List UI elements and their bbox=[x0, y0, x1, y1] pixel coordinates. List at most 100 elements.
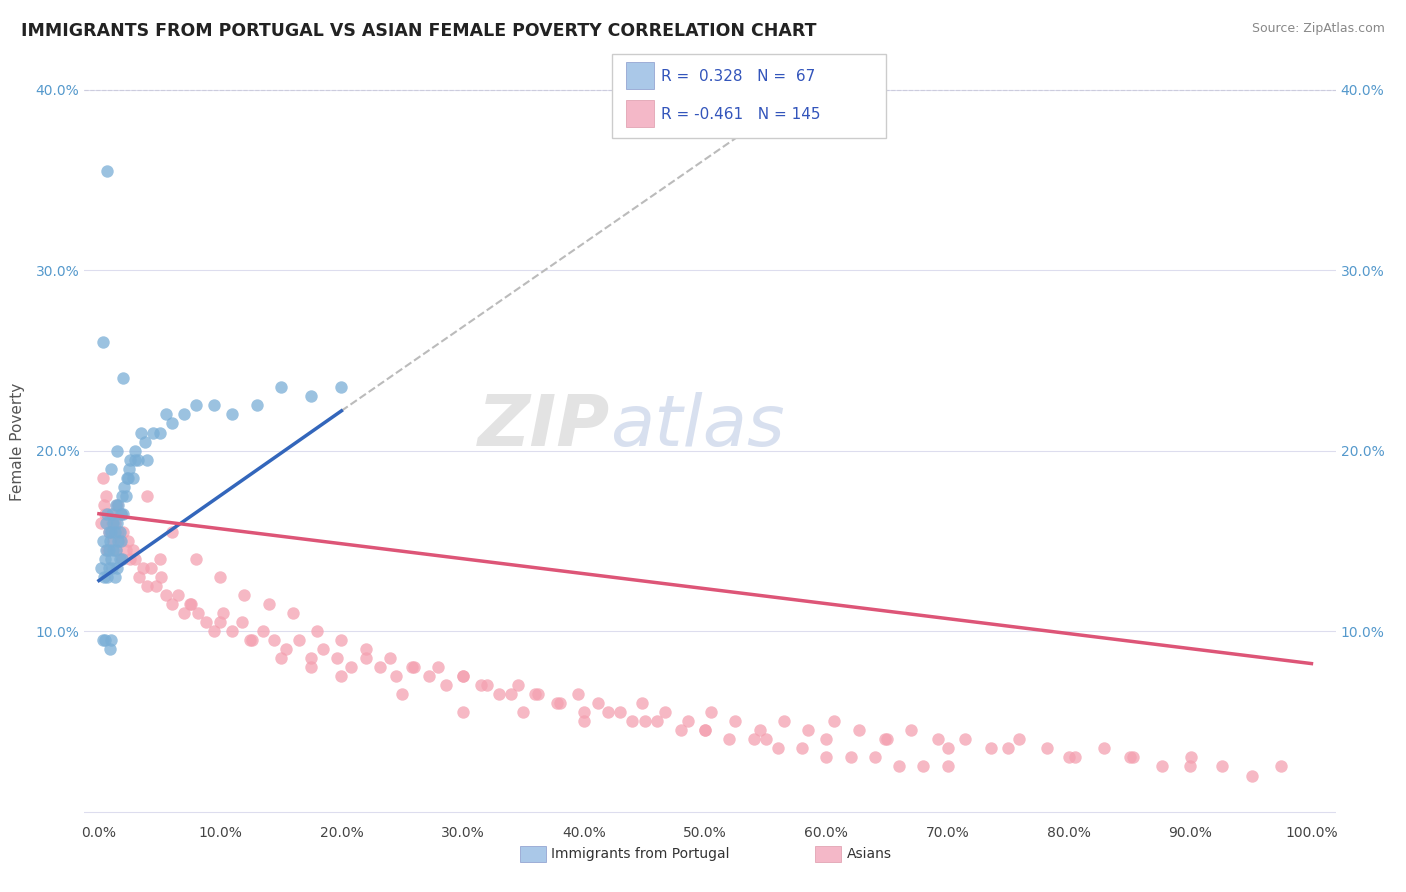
Point bbox=[1180, 759, 1202, 773]
Point bbox=[98, 507, 121, 521]
Point bbox=[1064, 750, 1087, 764]
Point bbox=[120, 452, 142, 467]
Point bbox=[912, 759, 935, 773]
Point bbox=[936, 759, 959, 773]
Point bbox=[104, 516, 127, 530]
Point bbox=[173, 606, 195, 620]
Point bbox=[105, 443, 128, 458]
Point bbox=[97, 542, 120, 557]
Point bbox=[131, 561, 153, 575]
Point bbox=[97, 524, 120, 539]
Point bbox=[724, 714, 747, 729]
Point bbox=[104, 542, 127, 557]
Point bbox=[100, 633, 122, 648]
Point bbox=[121, 542, 143, 557]
Point bbox=[340, 660, 363, 674]
Point bbox=[202, 399, 225, 413]
Point bbox=[718, 732, 741, 747]
Point bbox=[1270, 759, 1292, 773]
Point bbox=[121, 470, 143, 484]
Point bbox=[299, 389, 322, 403]
Point bbox=[120, 552, 142, 566]
Point bbox=[876, 732, 898, 747]
Point bbox=[98, 642, 121, 657]
Point bbox=[1180, 750, 1202, 764]
Point bbox=[748, 723, 770, 738]
Point bbox=[418, 669, 440, 683]
Point bbox=[221, 408, 243, 422]
Point bbox=[124, 552, 146, 566]
Point bbox=[155, 408, 177, 422]
Point bbox=[124, 443, 146, 458]
Point bbox=[110, 507, 132, 521]
Point bbox=[104, 524, 127, 539]
Point bbox=[1036, 741, 1059, 756]
Point bbox=[112, 371, 135, 385]
Point bbox=[239, 633, 262, 648]
Point bbox=[107, 498, 129, 512]
Point bbox=[103, 542, 125, 557]
Point bbox=[142, 425, 165, 440]
Point bbox=[270, 380, 292, 394]
Text: Immigrants from Portugal: Immigrants from Portugal bbox=[551, 847, 730, 861]
Point bbox=[100, 524, 122, 539]
Point bbox=[245, 399, 267, 413]
Point bbox=[180, 597, 202, 611]
Point bbox=[997, 741, 1019, 756]
Point bbox=[108, 524, 131, 539]
Text: ZIP: ZIP bbox=[478, 392, 610, 461]
Point bbox=[131, 425, 153, 440]
Point bbox=[792, 741, 814, 756]
Point bbox=[209, 615, 232, 629]
Point bbox=[501, 687, 523, 701]
Point bbox=[742, 732, 765, 747]
Point bbox=[91, 335, 114, 350]
Point bbox=[953, 732, 976, 747]
Point bbox=[149, 570, 172, 584]
Point bbox=[488, 687, 510, 701]
Point bbox=[110, 507, 132, 521]
Point bbox=[139, 561, 162, 575]
Point bbox=[1057, 750, 1080, 764]
Point bbox=[773, 714, 796, 729]
Point bbox=[104, 498, 127, 512]
Point bbox=[103, 516, 125, 530]
Point bbox=[676, 714, 699, 729]
Text: Asians: Asians bbox=[846, 847, 891, 861]
Point bbox=[274, 642, 297, 657]
Point bbox=[527, 687, 550, 701]
Point bbox=[427, 660, 450, 674]
Point bbox=[839, 750, 862, 764]
Point bbox=[508, 678, 530, 692]
Text: R =  0.328   N =  67: R = 0.328 N = 67 bbox=[661, 69, 815, 84]
Point bbox=[98, 533, 121, 548]
Point bbox=[299, 651, 322, 665]
Point bbox=[93, 570, 115, 584]
Point bbox=[645, 714, 668, 729]
Point bbox=[889, 759, 911, 773]
Point bbox=[101, 561, 124, 575]
Point bbox=[823, 714, 845, 729]
Point bbox=[184, 552, 207, 566]
Point bbox=[148, 552, 170, 566]
Point bbox=[101, 516, 124, 530]
Point bbox=[96, 507, 118, 521]
Point bbox=[111, 552, 134, 566]
Point bbox=[621, 714, 644, 729]
Point bbox=[936, 741, 959, 756]
Point bbox=[107, 533, 129, 548]
Point bbox=[117, 470, 139, 484]
Point bbox=[312, 642, 335, 657]
Point bbox=[567, 687, 589, 701]
Point bbox=[90, 516, 112, 530]
Point bbox=[288, 633, 311, 648]
Point bbox=[114, 542, 136, 557]
Point bbox=[233, 588, 256, 602]
Point bbox=[166, 588, 188, 602]
Point bbox=[145, 579, 167, 593]
Text: atlas: atlas bbox=[610, 392, 785, 461]
Point bbox=[797, 723, 820, 738]
Point bbox=[111, 552, 134, 566]
Point bbox=[136, 489, 159, 503]
Point bbox=[385, 669, 408, 683]
